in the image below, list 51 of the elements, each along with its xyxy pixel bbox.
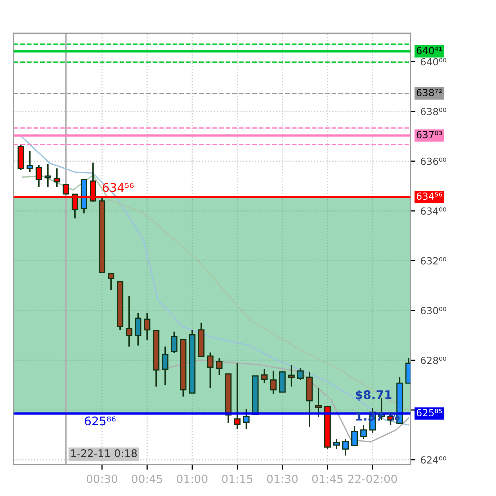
x-tick-label: 22-02:00 <box>348 474 398 484</box>
ref-line-label: 637⁰³ <box>416 131 442 139</box>
candlestick <box>234 362 241 430</box>
y-tick-label: 630⁰⁰ <box>421 307 446 315</box>
ref-line-label: 640⁴¹ <box>416 47 442 54</box>
candlestick <box>360 424 368 440</box>
x-tick-label: 01:30 <box>267 474 298 484</box>
x-tick-label: 01:45 <box>312 474 343 484</box>
annotation: $8.71 <box>356 390 392 401</box>
x-tick-label: 01:15 <box>222 474 253 484</box>
candlestick <box>108 272 115 291</box>
candlestick <box>306 371 313 428</box>
candlestick <box>243 408 250 430</box>
ref-line-label: 638⁷² <box>416 89 442 97</box>
annotation: 625⁸⁶ <box>85 416 116 426</box>
candlestick <box>36 164 42 188</box>
y-tick-label: 628⁰⁰ <box>421 356 446 364</box>
y-tick-label: 638⁰⁰ <box>421 108 446 116</box>
ref-line-label: 634⁵⁶ <box>416 192 442 200</box>
candlestick <box>162 346 169 386</box>
y-tick-label: 640⁰⁰ <box>421 58 446 66</box>
candlestick <box>352 425 358 447</box>
candlestick <box>288 364 295 388</box>
candlestick <box>54 168 60 188</box>
candlestick <box>44 164 52 188</box>
candlestick <box>135 312 142 346</box>
candlestick <box>315 388 322 418</box>
candlestick <box>26 150 34 173</box>
candlestick <box>333 438 340 450</box>
candlestick <box>171 331 178 354</box>
x-tick-label: 00:45 <box>132 474 162 484</box>
line-series <box>20 136 410 426</box>
candlestick <box>297 368 304 381</box>
candlestick <box>261 368 268 384</box>
y-tick-label: 636⁰⁰ <box>421 158 446 166</box>
x-tick-label: 01:00 <box>177 474 208 484</box>
y-tick-label: 634⁰⁰ <box>421 208 446 215</box>
y-tick-label: 632⁰⁰ <box>421 257 446 265</box>
y-tick-label: 624⁰⁰ <box>421 456 446 464</box>
candlestick <box>207 352 214 390</box>
candlestick <box>126 296 133 348</box>
ref-line-label: 1-22-11 0:18 <box>72 450 138 458</box>
candlestick <box>144 312 151 341</box>
x-tick-label: 00:30 <box>86 474 118 484</box>
annotation: 634⁵⁶ <box>103 183 134 192</box>
ref-line-label: 625⁸⁵ <box>416 409 442 417</box>
candlestick <box>216 358 223 376</box>
candlestick <box>279 370 286 394</box>
candlestick <box>270 370 277 395</box>
candlestick <box>18 144 24 172</box>
candlestick <box>342 438 350 456</box>
